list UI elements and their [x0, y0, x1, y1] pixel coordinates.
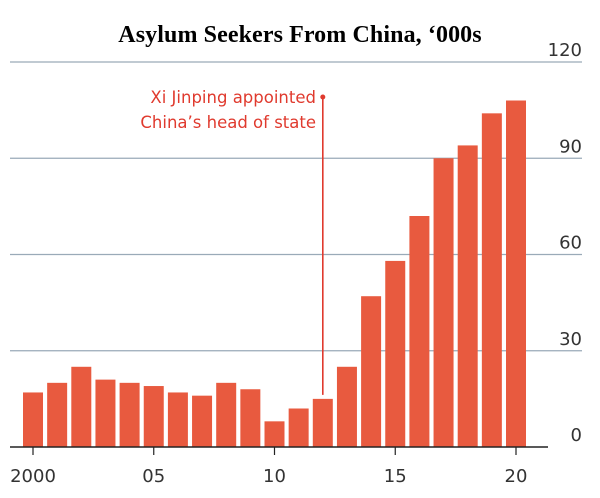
bar [361, 296, 382, 447]
bar [288, 408, 309, 447]
bar [119, 382, 140, 447]
bars [23, 100, 526, 447]
bar [506, 100, 526, 447]
bar [143, 386, 164, 447]
bar [312, 398, 333, 447]
y-tick-label: 90 [559, 136, 582, 157]
bar [23, 392, 43, 447]
annotation-dot [320, 94, 326, 100]
bar [240, 389, 261, 447]
x-tick-label: 10 [263, 466, 286, 487]
annotation-text: Xi Jinping appointed [150, 88, 316, 107]
axes: 120 90 60 30 0 2000 05 10 15 20 [10, 40, 582, 487]
bar [192, 395, 213, 447]
y-tick-label: 120 [548, 40, 582, 61]
bar [481, 113, 502, 447]
chart-title: Asylum Seekers From China, ‘000s [118, 22, 482, 48]
x-tick-label: 15 [384, 466, 407, 487]
bar [95, 379, 116, 447]
y-tick-label: 30 [559, 329, 582, 350]
y-tick-label: 0 [571, 425, 582, 446]
bar [167, 392, 188, 447]
bar [433, 158, 454, 447]
bar [264, 421, 285, 447]
x-tick-label: 2000 [10, 466, 56, 487]
bar [71, 366, 92, 447]
annotation: Xi Jinping appointed China’s head of stat… [140, 88, 326, 395]
bar [409, 216, 430, 447]
bar [385, 260, 406, 447]
bar [47, 382, 68, 447]
x-tick-label: 20 [505, 466, 528, 487]
x-tick-label: 05 [142, 466, 165, 487]
bar [457, 145, 478, 447]
bar [216, 382, 237, 447]
y-tick-label: 60 [559, 233, 582, 254]
annotation-text: China’s head of state [140, 113, 316, 132]
bar [336, 366, 357, 447]
